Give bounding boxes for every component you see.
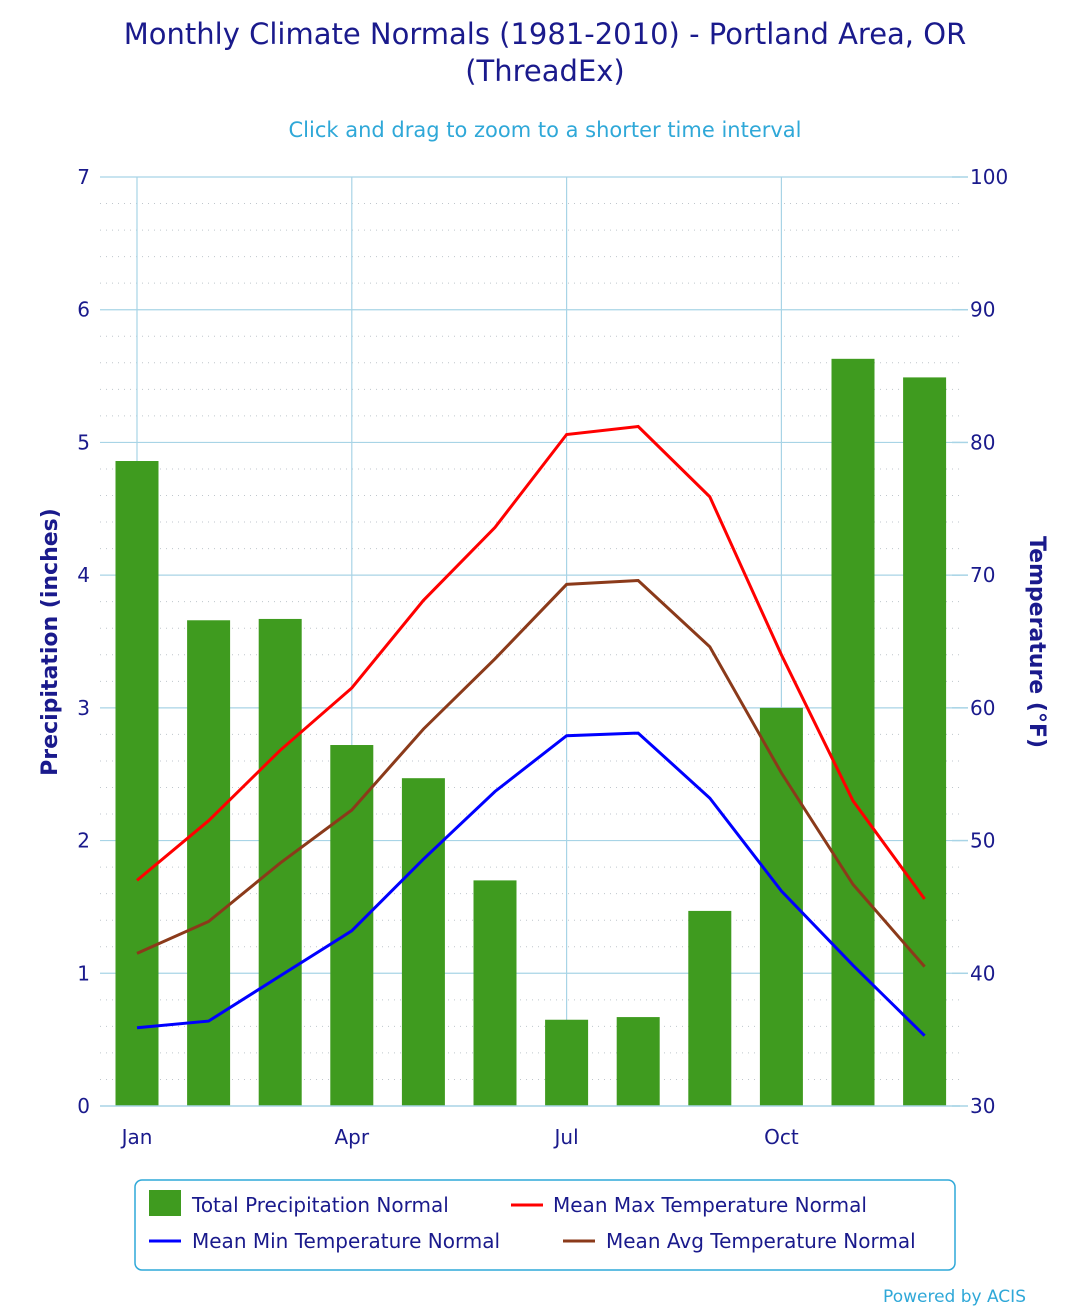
y-right-tick-label: 80 xyxy=(970,430,995,454)
legend-item-precipitation[interactable]: Total Precipitation Normal xyxy=(149,1190,449,1217)
chart-title: Monthly Climate Normals (1981-2010) - Po… xyxy=(124,17,966,51)
y-left-tick-label: 2 xyxy=(77,829,90,853)
precipitation-bars xyxy=(115,358,947,1107)
line-mean-min-temperature-normal xyxy=(136,731,926,1037)
y-right-tick-label: 100 xyxy=(970,165,1008,189)
y-left-tick-label: 0 xyxy=(77,1094,90,1118)
y-right-tick-label: 70 xyxy=(970,563,995,587)
x-tick-label-jan: Jan xyxy=(120,1125,153,1149)
grid xyxy=(100,176,960,1106)
axes: 0 1 2 3 4 5 6 7 30 40 50 60 70 80 90 100 Jan Apr Jul Oct xyxy=(77,165,1008,1149)
bar-precipitation-nov xyxy=(831,358,875,1106)
y-left-tick-label: 3 xyxy=(77,696,90,720)
y-right-tick-label: 50 xyxy=(970,829,995,853)
x-tick-label-jul: Jul xyxy=(553,1125,579,1149)
bar-precipitation-apr xyxy=(330,745,374,1106)
legend-item-max-temp[interactable]: Mean Max Temperature Normal xyxy=(511,1193,867,1217)
y-left-tick-label: 1 xyxy=(77,961,90,985)
bar-precipitation-may xyxy=(401,778,445,1106)
y-left-tick-label: 7 xyxy=(77,165,90,189)
y-right-tick-label: 40 xyxy=(970,961,995,985)
y-left-tick-label: 5 xyxy=(77,430,90,454)
chart-subtitle: Click and drag to zoom to a shorter time… xyxy=(288,118,801,142)
x-tick-label-oct: Oct xyxy=(764,1125,799,1149)
bar-precipitation-jan xyxy=(115,461,159,1107)
bar-precipitation-dec xyxy=(903,377,947,1106)
bar-precipitation-jun xyxy=(473,880,517,1106)
legend-label-avg-temp: Mean Avg Temperature Normal xyxy=(606,1229,916,1253)
y-right-tick-label: 60 xyxy=(970,696,995,720)
bar-precipitation-feb xyxy=(187,620,231,1106)
line-mean-max-temperature-normal xyxy=(136,424,926,900)
legend-item-avg-temp[interactable]: Mean Avg Temperature Normal xyxy=(563,1229,916,1253)
bar-precipitation-sep xyxy=(688,910,732,1106)
bar-precipitation-aug xyxy=(616,1017,660,1106)
legend-box xyxy=(134,1179,956,1271)
bar-precipitation-jul xyxy=(545,1019,589,1106)
temperature-lines xyxy=(136,424,926,1037)
legend-item-min-temp[interactable]: Mean Min Temperature Normal xyxy=(149,1229,500,1253)
y-axis-left-title: Precipitation (inches) xyxy=(38,508,63,776)
legend-label-max-temp: Mean Max Temperature Normal xyxy=(553,1193,867,1217)
legend-symbol-precipitation xyxy=(149,1190,181,1216)
legend[interactable]: Total Precipitation Normal Mean Max Temp… xyxy=(134,1179,956,1271)
y-left-tick-label: 4 xyxy=(77,563,90,587)
credit-link[interactable]: Powered by ACIS xyxy=(883,1287,1026,1307)
legend-label-min-temp: Mean Min Temperature Normal xyxy=(192,1229,500,1253)
chart-title-line2: (ThreadEx) xyxy=(465,54,625,88)
y-left-tick-label: 6 xyxy=(77,298,90,322)
legend-label-precipitation: Total Precipitation Normal xyxy=(191,1193,449,1217)
line-mean-avg-temperature-normal xyxy=(136,578,926,968)
x-tick-label-apr: Apr xyxy=(334,1125,369,1149)
y-right-tick-label: 90 xyxy=(970,298,995,322)
y-axis-right-title: Temperature (°F) xyxy=(1024,536,1049,748)
y-right-tick-label: 30 xyxy=(970,1094,995,1118)
